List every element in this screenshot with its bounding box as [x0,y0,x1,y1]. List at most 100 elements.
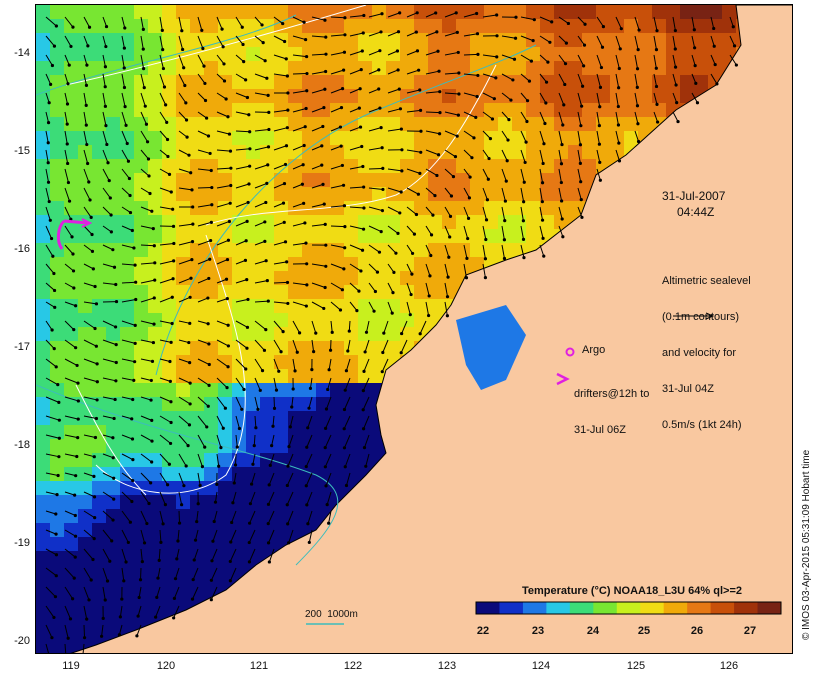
velocity-arrow-head [48,218,52,222]
velocity-arrow-head [382,331,386,335]
sst-cell [120,299,134,313]
sst-cell [722,5,736,19]
sst-cell [358,215,372,229]
sst-cell [316,383,330,397]
sst-cell [120,369,134,383]
velocity-arrow [387,69,399,75]
velocity-arrow-head [149,378,153,383]
sst-cell [78,355,92,369]
velocity-arrow-head [112,265,117,269]
sst-cell [400,33,414,47]
velocity-arrow-head [155,595,159,599]
sst-cell [92,19,106,33]
sst-cell [162,243,176,257]
velocity-arrow [235,111,249,116]
sst-cell [120,537,134,551]
velocity-arrow [558,111,564,126]
velocity-arrow-head [111,248,115,252]
velocity-arrow [273,377,277,391]
sst-cell [274,439,288,453]
velocity-arrow [406,187,419,195]
sst-cell [526,5,540,19]
velocity-arrow [596,149,601,163]
velocity-arrow [691,54,696,66]
velocity-arrow-head [171,207,175,211]
colorbar-segment [616,602,641,614]
sst-cell [694,75,708,89]
sst-cell [792,383,793,397]
velocity-arrow [482,263,486,278]
velocity-arrow-head [159,540,163,544]
sst-cell [288,61,302,75]
velocity-arrow-head [676,119,680,124]
velocity-arrow [273,320,284,332]
sst-cell [330,215,344,229]
velocity-arrow-head [540,200,544,204]
velocity-arrow [653,73,658,87]
velocity-arrow-head [54,24,58,28]
velocity-arrow-head [244,367,248,371]
sst-cell [246,117,260,131]
sst-cell [582,89,596,103]
sst-cell [568,19,582,33]
sst-cell [792,397,793,411]
velocity-arrow-head [104,24,109,29]
sst-cell [218,369,232,383]
sst-cell [456,131,470,145]
velocity-arrow [425,225,432,236]
velocity-arrow-head [693,63,697,68]
velocity-arrow [159,510,164,524]
sst-cell [36,103,50,117]
velocity-arrow-head [654,66,658,70]
velocity-arrow-head [324,484,328,488]
sst-cell [414,131,428,145]
velocity-arrow-head [581,84,585,88]
velocity-arrow-head [270,443,274,448]
velocity-arrow [178,73,186,86]
sst-cell [400,229,414,243]
velocity-arrow-head [49,236,54,241]
velocity-arrow [419,320,427,334]
velocity-arrow [273,301,288,304]
velocity-arrow-head [154,615,158,619]
velocity-arrow [311,301,325,309]
velocity-arrow [254,339,265,351]
sst-cell [470,145,484,159]
velocity-arrow [64,282,75,289]
velocity-arrow [232,491,237,503]
velocity-arrow-head [343,224,347,229]
velocity-arrow [328,510,332,524]
velocity-arrow-head [182,484,186,488]
sst-cell [484,61,498,75]
sst-cell [148,593,162,607]
velocity-arrow [634,16,640,31]
sst-cell [792,523,793,537]
velocity-arrow [330,126,341,132]
velocity-arrow-head [145,521,149,526]
velocity-arrow [520,130,527,143]
sst-cell [120,355,134,369]
sst-cell [218,411,232,425]
velocity-arrow [140,206,152,212]
velocity-arrow [140,130,149,143]
velocity-arrow [140,491,150,504]
sst-cell [176,215,190,229]
sst-cell [50,5,64,19]
sst-cell [386,257,400,271]
velocity-arrow [45,472,59,476]
sst-cell [162,19,176,33]
velocity-arrow [444,225,451,238]
sst-cell [92,551,106,565]
sst-cell [554,19,568,33]
sst-cell [330,131,344,145]
sst-cell [162,509,176,523]
sst-cell [162,5,176,19]
velocity-arrow-head [466,236,470,241]
sst-cell [358,61,372,75]
velocity-arrow-head [281,330,285,334]
velocity-arrow-head [70,597,75,601]
sst-cell [666,89,680,103]
velocity-arrow [216,111,229,118]
sst-cell [400,173,414,187]
sst-cell [260,397,274,411]
